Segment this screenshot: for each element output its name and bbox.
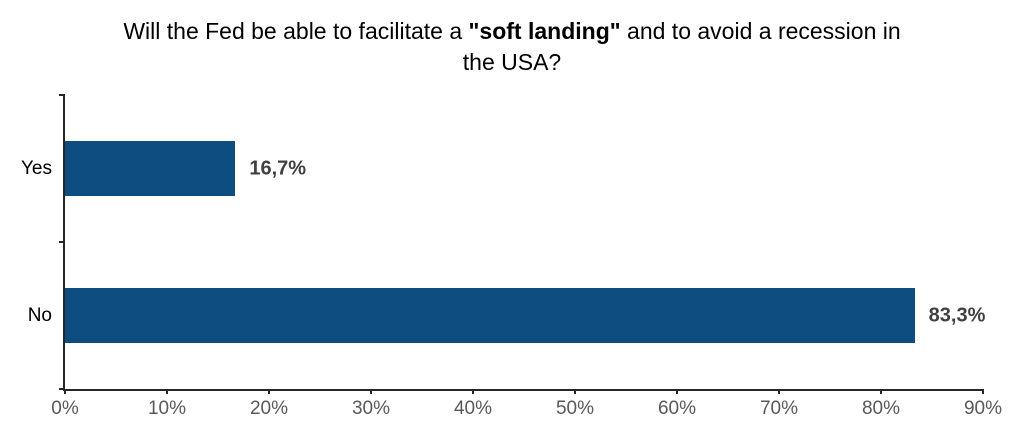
x-axis-tick <box>880 389 882 394</box>
category-label-no: No <box>27 304 52 326</box>
x-axis-tick <box>64 389 66 394</box>
x-axis-tick-label: 80% <box>861 398 901 419</box>
chart-title-bold: "soft landing" <box>468 18 621 44</box>
y-axis-tick <box>59 94 65 96</box>
x-axis-tick <box>982 389 984 394</box>
value-label-no: 83,3% <box>928 304 986 326</box>
chart-title: Will the Fed be able to facilitate a "so… <box>112 16 912 78</box>
plot-area: 16,7% Yes 83,3% No 0% 10% 20% 30% 40% 50% 60% 70% 80… <box>21 94 1002 419</box>
x-axis-tick-label: 30% <box>351 398 390 419</box>
bar-no <box>65 288 915 343</box>
value-label-yes: 16,7% <box>249 157 307 179</box>
x-axis-tick-label: 20% <box>249 398 289 419</box>
x-axis-tick <box>369 389 372 394</box>
y-axis-tick <box>59 241 65 243</box>
x-axis-tick-label: 70% <box>759 398 799 419</box>
category-label-yes: Yes <box>21 157 52 179</box>
bar-yes <box>65 141 236 196</box>
x-axis-tick-label: 10% <box>147 398 187 419</box>
x-axis-tick <box>675 389 678 394</box>
y-axis-tick <box>59 388 65 390</box>
x-axis-tick-label: 50% <box>555 398 595 419</box>
x-axis-tick-label: 0% <box>51 398 79 419</box>
x-axis-tick <box>574 389 576 394</box>
x-axis-tick <box>778 389 780 394</box>
chart-title-prefix: Will the Fed be able to facilitate a <box>123 18 469 44</box>
x-axis-tick-label: 90% <box>963 398 1003 419</box>
x-axis-tick <box>268 389 270 394</box>
x-axis-tick <box>166 389 168 394</box>
chart-title-suffix: and to avoid a recession in the USA? <box>462 18 901 75</box>
x-axis-tick <box>472 389 474 394</box>
x-axis-tick-label: 60% <box>657 398 696 419</box>
x-axis-tick-label: 40% <box>453 398 493 419</box>
